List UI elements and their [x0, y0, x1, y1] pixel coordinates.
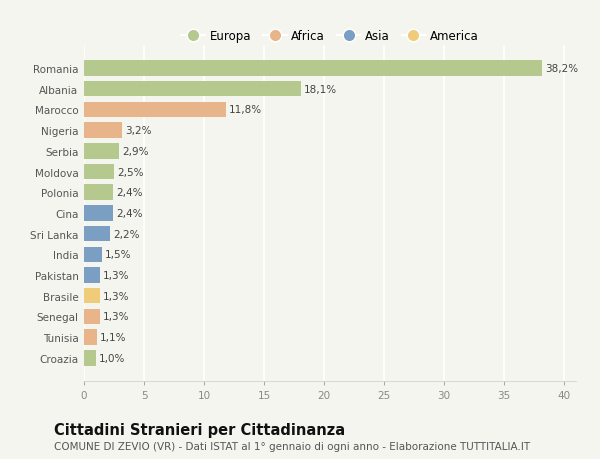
Bar [84, 268, 100, 283]
Text: 1,3%: 1,3% [103, 270, 129, 280]
Bar [84, 61, 542, 77]
Text: 3,2%: 3,2% [125, 126, 152, 136]
Bar [84, 185, 113, 201]
Bar [84, 309, 100, 325]
Text: 2,5%: 2,5% [117, 167, 143, 177]
Text: 1,0%: 1,0% [99, 353, 125, 363]
Bar [84, 288, 100, 304]
Bar [84, 164, 114, 180]
Text: 2,9%: 2,9% [122, 146, 148, 157]
Text: 2,4%: 2,4% [116, 208, 142, 218]
Text: COMUNE DI ZEVIO (VR) - Dati ISTAT al 1° gennaio di ogni anno - Elaborazione TUTT: COMUNE DI ZEVIO (VR) - Dati ISTAT al 1° … [54, 441, 530, 451]
Bar [84, 102, 226, 118]
Bar [84, 350, 96, 366]
Text: Cittadini Stranieri per Cittadinanza: Cittadini Stranieri per Cittadinanza [54, 422, 345, 437]
Bar [84, 123, 122, 139]
Bar [84, 82, 301, 97]
Bar [84, 206, 113, 221]
Text: 38,2%: 38,2% [545, 64, 578, 74]
Legend: Europa, Africa, Asia, America: Europa, Africa, Asia, America [176, 25, 484, 47]
Bar [84, 144, 119, 159]
Bar [84, 330, 97, 345]
Text: 1,1%: 1,1% [100, 332, 127, 342]
Text: 18,1%: 18,1% [304, 84, 337, 95]
Bar [84, 226, 110, 242]
Text: 11,8%: 11,8% [229, 105, 262, 115]
Text: 2,4%: 2,4% [116, 188, 142, 198]
Text: 1,3%: 1,3% [103, 312, 129, 322]
Text: 1,5%: 1,5% [105, 250, 131, 260]
Bar [84, 247, 102, 263]
Text: 1,3%: 1,3% [103, 291, 129, 301]
Text: 2,2%: 2,2% [113, 229, 140, 239]
